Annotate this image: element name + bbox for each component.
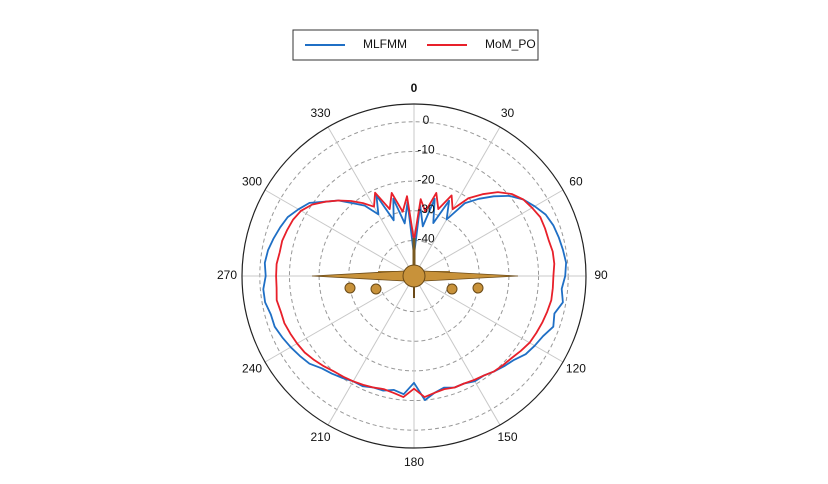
engine [344, 282, 356, 294]
theta-tick-label: 240 [242, 362, 262, 376]
r-tick-label: -20 [417, 172, 435, 186]
theta-tick-label: 0 [411, 81, 418, 95]
spoke [413, 126, 501, 277]
legend-label: MoM_PO [485, 37, 536, 51]
spoke [413, 275, 564, 363]
spoke [413, 189, 564, 277]
theta-tick-label: 270 [217, 268, 237, 282]
r-tick-label: -10 [417, 143, 435, 157]
theta-tick-label: 120 [566, 362, 586, 376]
theta-tick-label: 90 [594, 268, 608, 282]
engine [472, 282, 484, 294]
spoke [327, 126, 415, 277]
spoke [413, 275, 501, 426]
theta-tick-label: 300 [242, 175, 262, 189]
spoke [264, 189, 415, 277]
engine [446, 283, 458, 295]
legend-label: MLFMM [363, 37, 407, 51]
series-line [275, 191, 556, 398]
theta-tick-label: 180 [404, 455, 424, 469]
spoke [264, 275, 415, 363]
r-tick-label: -40 [417, 232, 435, 246]
fuselage [402, 264, 426, 288]
theta-tick-label: 150 [497, 430, 517, 444]
airplane-model [311, 238, 519, 298]
theta-tick-label: 210 [310, 430, 330, 444]
spoke [327, 275, 415, 426]
engine [370, 283, 382, 295]
r-tick-label: -30 [417, 202, 435, 216]
theta-tick-label: 60 [569, 175, 583, 189]
outer-circle [241, 103, 587, 449]
theta-tick-label: 330 [310, 106, 330, 120]
series-line [262, 194, 567, 401]
r-tick-label: 0 [423, 113, 430, 127]
theta-tick-label: 30 [501, 106, 515, 120]
